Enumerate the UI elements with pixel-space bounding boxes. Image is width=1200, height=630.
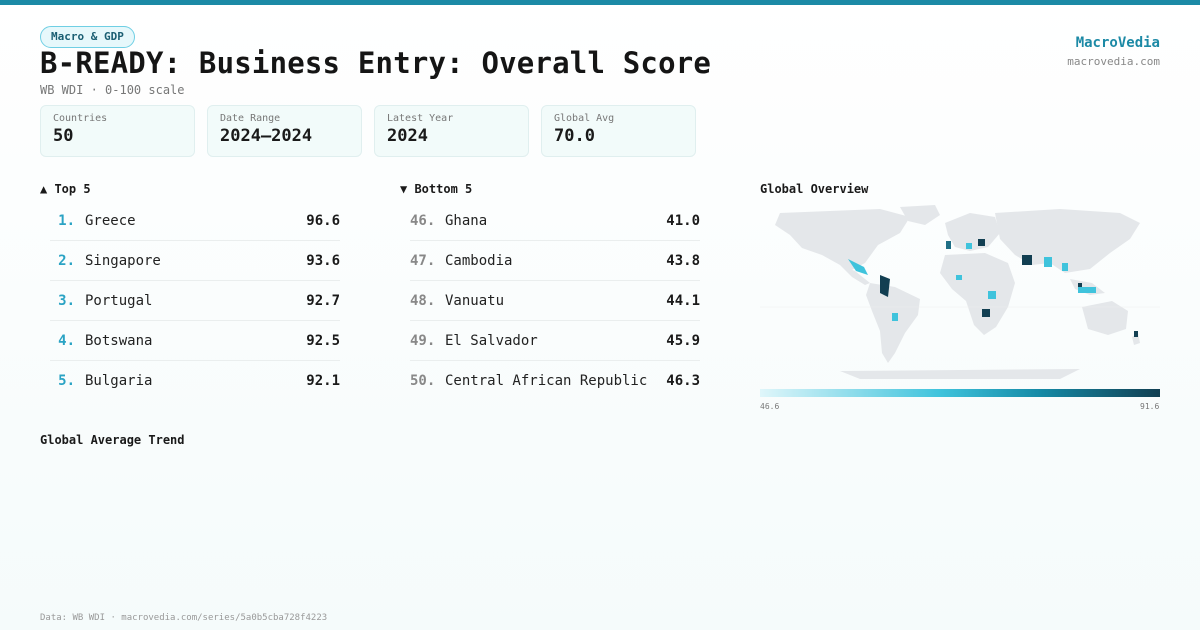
score-value: 43.8 — [666, 252, 700, 269]
list-item[interactable]: 1. Greece 96.6 — [50, 201, 340, 241]
bottom5-heading: ▼ Bottom 5 — [400, 182, 473, 196]
rank: 47. — [410, 252, 436, 269]
score-value: 93.6 — [306, 252, 340, 269]
country-name: Singapore — [85, 252, 161, 269]
country-name: Botswana — [85, 332, 153, 349]
score-value: 46.3 — [666, 373, 700, 389]
country-name: Central African Republic — [445, 373, 648, 389]
rank: 4. — [58, 332, 75, 349]
country-highlights — [848, 239, 1138, 337]
stat-value: 50 — [53, 126, 74, 146]
list-item[interactable]: 46. Ghana 41.0 — [410, 201, 700, 241]
country-name: Ghana — [445, 212, 488, 229]
country-asia-country[interactable] — [1044, 257, 1052, 267]
country-new-zealand[interactable] — [1134, 331, 1138, 337]
list-item[interactable]: 47. Cambodia 43.8 — [410, 241, 700, 281]
country-colombia[interactable] — [880, 275, 890, 297]
brand-url[interactable]: macrovedia.com — [1067, 55, 1160, 68]
stat-value: 2024–2024 — [220, 126, 313, 146]
top5-heading: ▲ Top 5 — [40, 182, 91, 196]
list-item[interactable]: 49. El Salvador 45.9 — [410, 321, 700, 361]
country-singapore[interactable] — [1078, 283, 1082, 287]
country-portugal[interactable] — [946, 241, 951, 249]
list-item[interactable]: 50. Central African Republic 46.3 — [410, 361, 700, 401]
score-value: 92.1 — [306, 373, 340, 389]
stat-countries: Countries 50 — [40, 105, 195, 157]
country-pakistan[interactable] — [1022, 255, 1032, 265]
country-ghana[interactable] — [956, 275, 962, 280]
list-item[interactable]: 5. Bulgaria 92.1 — [50, 361, 340, 401]
list-item[interactable]: 48. Vanuatu 44.1 — [410, 281, 700, 321]
score-value: 96.6 — [306, 212, 340, 229]
brand-logo[interactable]: MacroVedia — [1075, 35, 1160, 51]
rank: 50. — [410, 373, 436, 389]
stat-value: 2024 — [387, 126, 428, 146]
rank: 48. — [410, 292, 436, 309]
rank: 5. — [58, 373, 75, 389]
country-bulgaria[interactable] — [978, 239, 985, 246]
country-name: Portugal — [85, 292, 153, 309]
rank: 49. — [410, 332, 436, 349]
rank: 1. — [58, 212, 75, 229]
stat-label: Date Range — [220, 113, 281, 124]
country-cambodia[interactable] — [1062, 263, 1068, 271]
page-title: B-READY: Business Entry: Overall Score — [40, 46, 712, 80]
country-kenya[interactable] — [988, 291, 996, 299]
stat-label: Global Avg — [554, 113, 615, 124]
world-map[interactable] — [760, 203, 1160, 383]
score-value: 92.5 — [306, 332, 340, 349]
country-indonesia[interactable] — [1078, 287, 1096, 293]
country-name: El Salvador — [445, 332, 538, 349]
country-name: Greece — [85, 212, 136, 229]
score-value: 41.0 — [666, 212, 700, 229]
trend-heading: Global Average Trend — [40, 433, 185, 447]
stat-global-avg: Global Avg 70.0 — [541, 105, 696, 157]
legend-min: 46.6 — [760, 402, 780, 411]
rank: 2. — [58, 252, 75, 269]
country-chile[interactable] — [892, 313, 898, 321]
country-greece[interactable] — [966, 243, 972, 249]
legend-max: 91.6 — [1140, 402, 1160, 411]
top5-list: 1. Greece 96.6 2. Singapore 93.6 3. Port… — [50, 201, 340, 401]
list-item[interactable]: 3. Portugal 92.7 — [50, 281, 340, 321]
stat-label: Countries — [53, 113, 108, 124]
country-name: Vanuatu — [445, 292, 505, 309]
score-value: 45.9 — [666, 332, 700, 349]
list-item[interactable]: 4. Botswana 92.5 — [50, 321, 340, 361]
map-heading: Global Overview — [760, 182, 869, 196]
stat-label: Latest Year — [387, 113, 454, 124]
stat-value: 70.0 — [554, 126, 595, 146]
rank: 3. — [58, 292, 75, 309]
score-value: 92.7 — [306, 292, 340, 309]
list-item[interactable]: 2. Singapore 93.6 — [50, 241, 340, 281]
map-legend-gradient — [760, 389, 1160, 397]
country-botswana[interactable] — [982, 309, 990, 317]
page-subtitle: WB WDI · 0-100 scale — [40, 83, 185, 97]
country-name: Bulgaria — [85, 373, 153, 389]
top-accent-bar — [0, 0, 1200, 5]
country-mexico[interactable] — [848, 259, 868, 275]
category-badge[interactable]: Macro & GDP — [40, 26, 135, 48]
bottom5-list: 46. Ghana 41.0 47. Cambodia 43.8 48. Van… — [410, 201, 700, 401]
footer-source: Data: WB WDI · macrovedia.com/series/5a0… — [40, 613, 328, 623]
score-value: 44.1 — [666, 292, 700, 309]
stat-date-range: Date Range 2024–2024 — [207, 105, 362, 157]
stat-latest-year: Latest Year 2024 — [374, 105, 529, 157]
country-name: Cambodia — [445, 252, 513, 269]
rank: 46. — [410, 212, 436, 229]
